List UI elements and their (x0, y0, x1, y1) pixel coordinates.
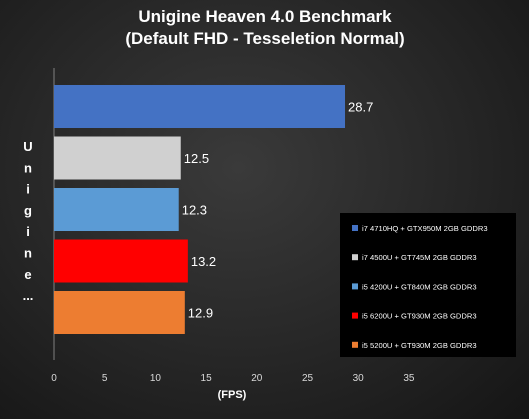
chart-subtitle: (Default FHD - Tesseletion Normal) (125, 29, 404, 48)
bar-value-label-5: 12.9 (188, 306, 213, 321)
legend-label-3: i5 4200U + GT840M 2GB GDDR3 (362, 282, 477, 291)
legend-label-2: i7 4500U + GT745M 2GB GDDR3 (362, 253, 477, 262)
bar-value-label-1: 28.7 (348, 100, 373, 115)
legend-swatch-2 (352, 254, 358, 261)
bar-5 (54, 291, 185, 334)
bar-value-label-3: 12.3 (182, 203, 207, 218)
y-label-char-5: i (26, 224, 30, 239)
legend: i7 4710HQ + GTX950M 2GB GDDR3 i7 4500U + … (340, 213, 516, 357)
legend-label-5: i5 5200U + GT930M 2GB GDDR3 (362, 341, 477, 350)
x-tick-label-35: 35 (403, 373, 415, 384)
x-tick-label-25: 25 (302, 373, 314, 384)
chart-title: Unigine Heaven 4.0 Benchmark (138, 7, 392, 26)
x-tick-label-0: 0 (51, 373, 57, 384)
y-label-char-2: n (24, 160, 32, 175)
bar-2 (54, 136, 181, 180)
y-label-char-4: g (24, 203, 32, 218)
y-label-char-7: e (24, 267, 31, 282)
x-tick-label-30: 30 (353, 373, 365, 384)
bars: 28.7 12.5 12.3 13.2 12.9 (54, 85, 373, 334)
x-axis-ticks: 0 5 10 15 20 25 30 35 (51, 373, 415, 384)
y-axis-label: Unigine... (23, 139, 34, 303)
bar-3 (54, 188, 179, 231)
x-tick-label-20: 20 (251, 373, 263, 384)
y-label-char-3: i (26, 182, 30, 197)
bar-value-label-4: 13.2 (191, 254, 216, 269)
x-tick-label-10: 10 (150, 373, 162, 384)
legend-swatch-4 (352, 312, 358, 319)
legend-box (340, 213, 516, 357)
y-label-char-6: n (24, 246, 32, 261)
x-tick-label-15: 15 (201, 373, 213, 384)
bar-1 (54, 85, 346, 128)
x-axis-label: (FPS) (218, 389, 247, 401)
bar-value-label-2: 12.5 (184, 151, 209, 166)
legend-swatch-3 (352, 283, 358, 290)
x-tick-label-5: 5 (102, 373, 108, 384)
legend-label-4: i5 6200U + GT930M 2GB GDDR3 (362, 312, 477, 321)
bar-4 (54, 239, 188, 283)
legend-swatch-1 (352, 225, 358, 231)
legend-swatch-5 (352, 341, 358, 348)
y-label-char-1: U (23, 139, 32, 154)
y-label-char-8: ... (23, 288, 34, 303)
legend-label-1: i7 4710HQ + GTX950M 2GB GDDR3 (362, 224, 488, 233)
